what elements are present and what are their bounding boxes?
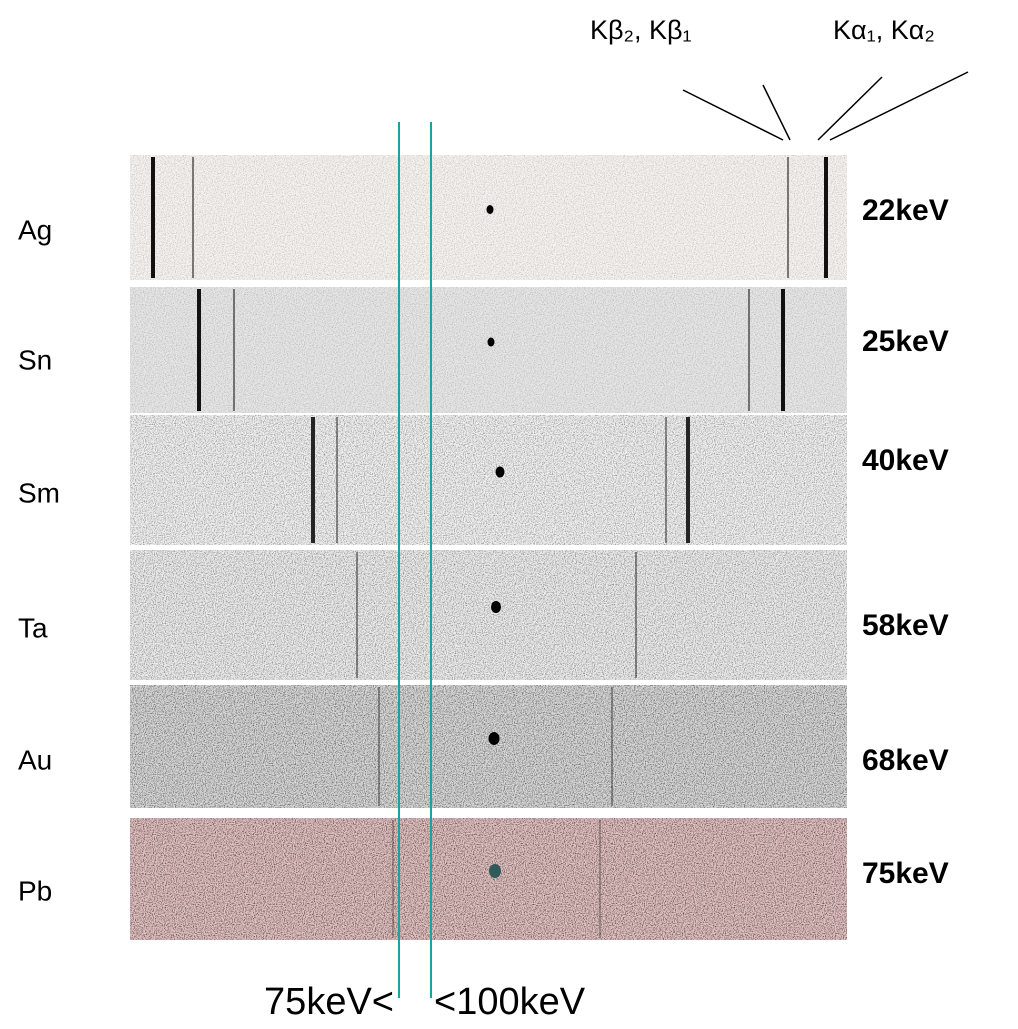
emission-line (392, 820, 394, 938)
beam-spot (489, 864, 501, 878)
emission-line (781, 289, 785, 411)
element-label: Au (18, 744, 52, 775)
emission-line (665, 417, 667, 543)
film-grain (130, 287, 847, 413)
film-grain (130, 818, 847, 940)
beam-spot (495, 466, 505, 478)
element-label: Ag (18, 214, 52, 245)
k-alpha-label: Kα₁, Kα₂ (833, 15, 935, 45)
element-label: Sn (18, 344, 52, 375)
film-grain (130, 550, 847, 680)
film-grain (130, 415, 847, 545)
emission-line (197, 289, 201, 411)
energy-label: 22keV (862, 194, 949, 227)
emission-line (748, 289, 750, 411)
emission-line (599, 820, 601, 938)
film-grain (130, 155, 847, 280)
element-label: Ta (18, 612, 48, 643)
emission-line (824, 157, 828, 278)
energy-label: 58keV (862, 609, 949, 642)
upper-bound-label: <100keV (434, 981, 586, 1023)
strips: Ag 22keV Sn 25keV Sm 40keV Ta 58keV Au 68keV Pb 75k… (18, 155, 949, 940)
energy-label: 40keV (862, 444, 949, 477)
lower-bound-label: 75keV< (264, 981, 394, 1023)
beam-spot (491, 601, 501, 613)
emission-line (151, 157, 155, 278)
emission-line (336, 417, 338, 543)
beam-spot (488, 732, 500, 745)
emission-line (356, 552, 358, 678)
emission-line (192, 157, 194, 278)
emission-line (787, 157, 789, 278)
k-beta-label: Kβ₂, Kβ₁ (590, 15, 692, 45)
emission-line (233, 289, 235, 411)
element-label: Pb (18, 875, 52, 906)
beam-spot (487, 337, 495, 347)
energy-label: 68keV (862, 744, 949, 777)
emission-line (378, 687, 380, 806)
energy-label: 75keV (862, 857, 949, 890)
beam-spot (486, 205, 494, 214)
element-label: Sm (18, 477, 60, 508)
emission-line (611, 687, 613, 806)
pointer-lines (682, 71, 969, 141)
energy-label: 25keV (862, 325, 949, 358)
emission-line (635, 552, 637, 678)
emission-line (686, 417, 690, 543)
film-grain (130, 685, 847, 808)
emission-line (311, 417, 315, 543)
